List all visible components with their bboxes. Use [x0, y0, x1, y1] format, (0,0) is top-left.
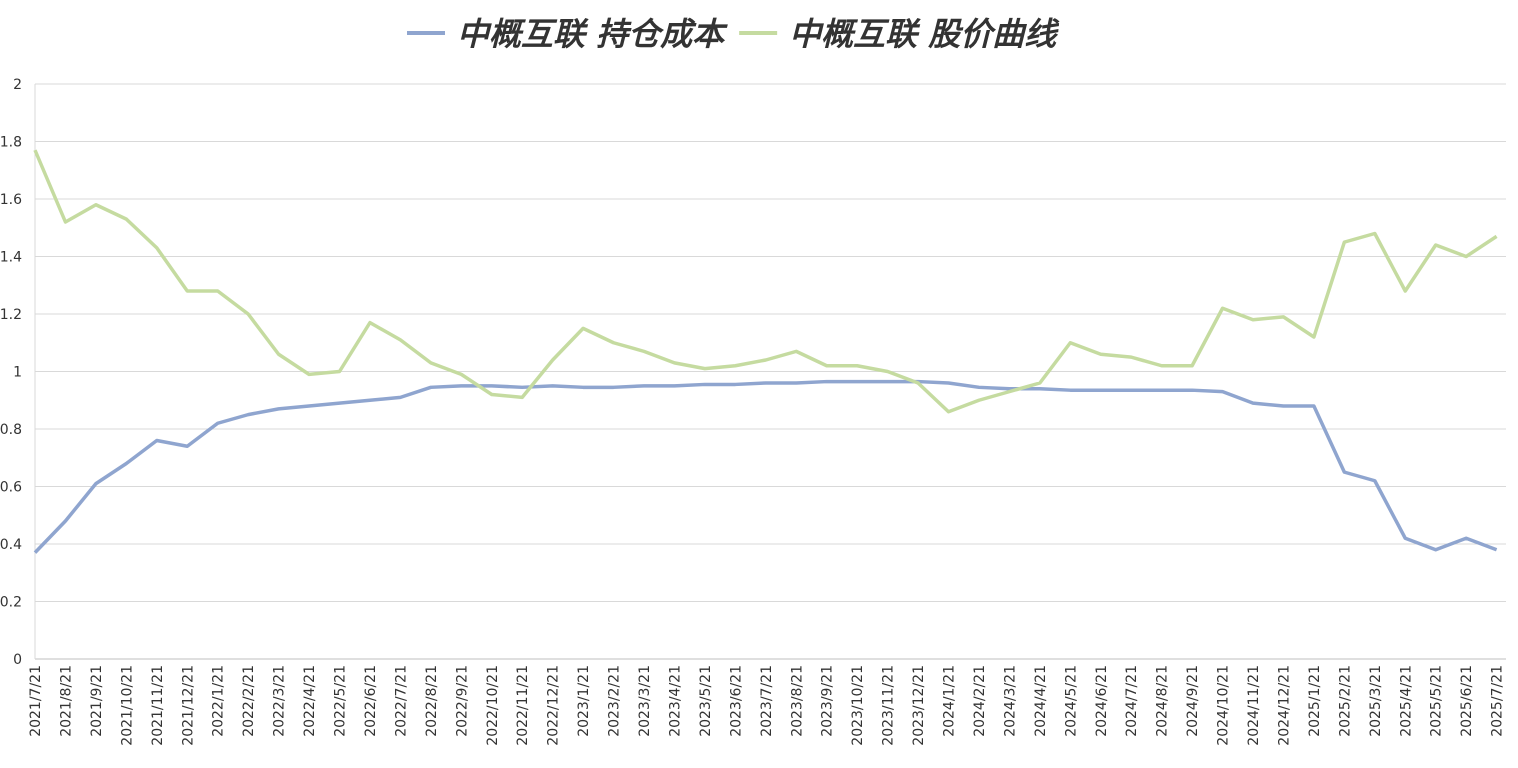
x-tick-label: 2022/6/21 — [363, 665, 379, 737]
x-tick-label: 2022/4/21 — [302, 665, 318, 737]
x-tick-label: 2024/11/21 — [1246, 665, 1262, 746]
x-tick-label: 2021/10/21 — [119, 665, 135, 746]
x-tick-label: 2022/9/21 — [454, 665, 470, 737]
x-tick-label: 2022/8/21 — [424, 665, 440, 737]
x-tick-label: 2021/11/21 — [150, 665, 166, 746]
x-tick-label: 2023/5/21 — [698, 665, 714, 737]
x-tick-label: 2024/4/21 — [1033, 665, 1049, 737]
x-tick-label: 2024/10/21 — [1216, 665, 1232, 746]
x-tick-label: 2024/5/21 — [1063, 665, 1079, 737]
x-tick-label: 2023/8/21 — [789, 665, 805, 737]
x-tick-label: 2023/4/21 — [667, 665, 683, 737]
x-tick-label: 2021/7/21 — [28, 665, 44, 737]
y-tick-label: 1.8 — [0, 135, 22, 151]
x-tick-label: 2021/9/21 — [89, 665, 105, 737]
x-tick-label: 2022/7/21 — [393, 665, 409, 737]
x-tick-label: 2024/9/21 — [1185, 665, 1201, 737]
x-tick-label: 2022/1/21 — [211, 665, 227, 737]
x-tick-label: 2022/2/21 — [241, 665, 257, 737]
x-tick-label: 2025/6/21 — [1459, 665, 1475, 737]
x-tick-label: 2025/3/21 — [1368, 665, 1384, 737]
x-tick-label: 2024/12/21 — [1276, 665, 1292, 746]
x-tick-label: 2023/1/21 — [576, 665, 592, 737]
x-tick-label: 2023/11/21 — [881, 665, 897, 746]
series-line — [33, 149, 1498, 414]
y-tick-label: 0.6 — [0, 480, 22, 496]
x-tick-label: 2024/7/21 — [1124, 665, 1140, 737]
x-tick-label: 2023/2/21 — [607, 665, 623, 737]
x-tick-label: 2023/3/21 — [637, 665, 653, 737]
y-tick-label: 1.4 — [0, 250, 22, 266]
x-tick-label: 2025/7/21 — [1490, 665, 1506, 737]
y-tick-label: 0.2 — [0, 595, 22, 611]
x-tick-label: 2024/6/21 — [1094, 665, 1110, 737]
y-tick-label: 1.2 — [0, 307, 22, 323]
y-tick-label: 0 — [13, 652, 22, 668]
x-tick-label: 2021/8/21 — [58, 665, 74, 737]
legend-label: 中概互联 持仓成本 — [457, 15, 728, 53]
x-tick-label: 2023/9/21 — [820, 665, 836, 737]
x-tick-label: 2022/11/21 — [515, 665, 531, 746]
x-tick-label: 2023/7/21 — [759, 665, 775, 737]
x-tick-label: 2022/5/21 — [333, 665, 349, 737]
x-tick-label: 2024/8/21 — [1155, 665, 1171, 737]
x-tick-label: 2022/10/21 — [485, 665, 501, 746]
x-tick-label: 2025/2/21 — [1337, 665, 1353, 737]
x-tick-label: 2025/4/21 — [1398, 665, 1414, 737]
x-tick-label: 2023/10/21 — [850, 665, 866, 746]
x-tick-label: 2025/5/21 — [1429, 665, 1445, 737]
x-tick-label: 2023/12/21 — [911, 665, 927, 746]
x-tick-label: 2022/3/21 — [272, 665, 288, 737]
series-line — [33, 379, 1498, 554]
y-tick-label: 0.4 — [0, 537, 22, 553]
x-tick-label: 2021/12/21 — [180, 665, 196, 746]
x-tick-label: 2025/1/21 — [1307, 665, 1323, 737]
x-tick-label: 2022/12/21 — [546, 665, 562, 746]
y-tick-label: 2 — [13, 77, 22, 93]
y-tick-label: 1 — [13, 365, 22, 381]
y-tick-label: 1.6 — [0, 192, 22, 208]
x-tick-label: 2023/6/21 — [728, 665, 744, 737]
y-tick-label: 0.8 — [0, 422, 22, 438]
x-tick-label: 2024/1/21 — [942, 665, 958, 737]
x-tick-label: 2024/2/21 — [972, 665, 988, 737]
x-tick-label: 2024/3/21 — [1002, 665, 1018, 737]
legend-label: 中概互联 股价曲线 — [789, 15, 1060, 53]
